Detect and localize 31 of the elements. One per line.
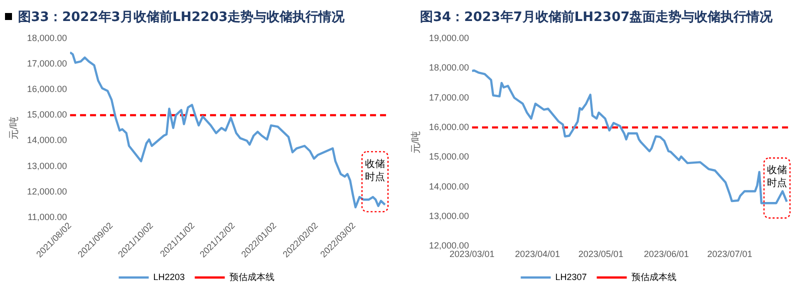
y-tick-label: 19,000.00 — [428, 32, 470, 43]
annotation: 收储时点 — [767, 164, 787, 190]
x-tick-label: 2023/03/01 — [450, 249, 495, 260]
y-tick-label: 16,000.00 — [428, 122, 470, 132]
y-tick-label: 12,000.00 — [428, 240, 470, 251]
y-tick-label: 14,000.00 — [428, 181, 470, 192]
y-tick-label: 15,000.00 — [428, 152, 470, 162]
x-tick-label: 2023/07/01 — [707, 249, 752, 260]
annotation: 收储时点 — [365, 158, 385, 183]
y-tick-label: 11,000.00 — [28, 212, 68, 222]
y-tick-label: 16,000.00 — [26, 84, 68, 94]
legend-label: LH2203 — [153, 272, 185, 282]
chart-title: 图34：2023年7月收储前LH2307盘面走势与收储执行情况 — [420, 9, 773, 26]
y-tick-label: 13,000.00 — [428, 211, 470, 221]
y-axis-title: 元/吨 — [410, 130, 422, 154]
y-tick-label: 18,000.00 — [428, 62, 470, 73]
y-tick-label: 18,000.00 — [26, 32, 68, 43]
y-tick-label: 13,000.00 — [26, 160, 68, 171]
chart-title: 图33：2022年3月收储前LH2203走势与收储执行情况 — [18, 9, 345, 26]
y-tick-label: 12,000.00 — [26, 186, 68, 196]
y-tick-label: 17,000.00 — [428, 92, 470, 102]
x-tick-label: 2023/04/01 — [514, 249, 560, 260]
x-tick-label: 2023/06/01 — [644, 249, 689, 260]
legend-label: 预估成本线 — [229, 272, 274, 282]
legend-label: 预估成本线 — [631, 272, 676, 282]
y-tick-label: 17,000.00 — [26, 58, 68, 68]
y-tick-label: 14,000.00 — [26, 135, 68, 146]
y-tick-label: 15,000.00 — [26, 110, 68, 120]
legend-label: LH2307 — [555, 272, 587, 282]
y-axis-title: 元/吨 — [8, 116, 20, 140]
x-tick-label: 2023/05/01 — [578, 249, 624, 260]
